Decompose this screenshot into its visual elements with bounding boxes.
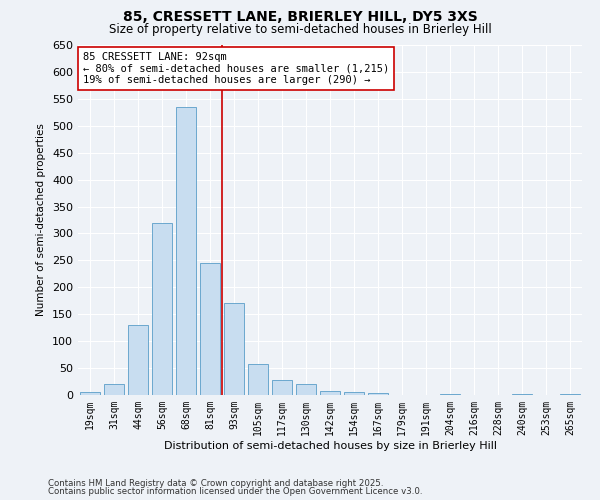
Bar	[368, 393, 388, 395]
Bar	[512, 394, 532, 395]
Bar	[80, 392, 100, 395]
Bar	[320, 390, 340, 395]
Bar	[176, 107, 196, 395]
Bar	[296, 384, 316, 395]
Text: 85 CRESSETT LANE: 92sqm
← 80% of semi-detached houses are smaller (1,215)
19% of: 85 CRESSETT LANE: 92sqm ← 80% of semi-de…	[83, 52, 389, 85]
Text: 85, CRESSETT LANE, BRIERLEY HILL, DY5 3XS: 85, CRESSETT LANE, BRIERLEY HILL, DY5 3X…	[122, 10, 478, 24]
Text: Contains HM Land Registry data © Crown copyright and database right 2025.: Contains HM Land Registry data © Crown c…	[48, 478, 383, 488]
Y-axis label: Number of semi-detached properties: Number of semi-detached properties	[37, 124, 46, 316]
Bar	[128, 325, 148, 395]
Bar	[272, 380, 292, 395]
Bar	[248, 364, 268, 395]
Bar	[104, 384, 124, 395]
Bar	[560, 394, 580, 395]
Bar	[224, 304, 244, 395]
Bar	[440, 394, 460, 395]
Bar	[344, 392, 364, 395]
X-axis label: Distribution of semi-detached houses by size in Brierley Hill: Distribution of semi-detached houses by …	[163, 440, 497, 450]
Text: Size of property relative to semi-detached houses in Brierley Hill: Size of property relative to semi-detach…	[109, 22, 491, 36]
Text: Contains public sector information licensed under the Open Government Licence v3: Contains public sector information licen…	[48, 487, 422, 496]
Bar	[200, 263, 220, 395]
Bar	[152, 222, 172, 395]
